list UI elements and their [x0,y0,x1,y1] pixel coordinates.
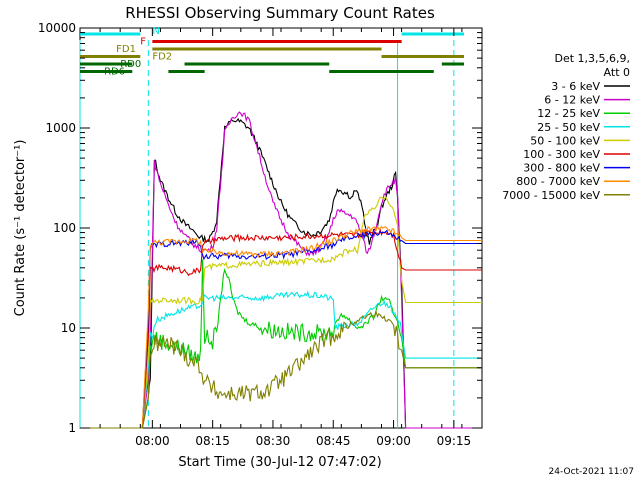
flag-label-rd6: RD6 [104,67,125,78]
series-line-4 [80,195,482,429]
y-tick-label: 100 [53,221,76,235]
x-tick-label: 08:00 [135,434,170,448]
y-tick-label: 10000 [38,21,76,35]
legend-label: 300 - 800 keV [523,162,600,175]
legend-label: 800 - 7000 keV [516,175,600,188]
legend-label: 100 - 300 keV [523,148,600,161]
legend-title-line-2: Att 0 [604,66,630,79]
legend-label: 6 - 12 keV [544,94,600,107]
legend-label: 7000 - 15000 keV [502,189,600,202]
series-line-3 [80,290,482,429]
flag-label-fd1: FD1 [116,44,136,55]
x-axis-label: Start Time (30-Jul-12 07:47:02) [178,455,381,470]
y-tick-label: 1000 [45,121,76,135]
series-line-6 [80,229,482,429]
series-line-5 [80,227,482,429]
legend-label: 3 - 6 keV [551,80,600,93]
x-tick-label: 09:00 [376,434,411,448]
series-line-1 [80,111,482,429]
footer-date: 24-Oct-2021 11:07 [549,467,634,477]
flag-label-fd2: FD2 [152,52,172,63]
x-tick-label: 08:30 [256,434,291,448]
flag-label-rd0: RD0 [120,59,141,70]
y-tick-label: 1 [68,421,76,435]
legend-label: 12 - 25 keV [537,107,600,120]
legend-label: 50 - 100 keV [530,134,600,147]
series-line-7 [80,224,482,429]
series-line-2 [80,259,482,429]
flag-label-n: N [152,26,159,37]
y-tick-label: 10 [61,321,76,335]
y-axis-label: Count Rate (s⁻¹ detector⁻¹) [13,140,28,317]
x-tick-label: 08:15 [195,434,230,448]
legend-title-line-1: Det 1,3,5,6,9, [554,52,630,65]
x-tick-label: 09:15 [437,434,472,448]
series-line-8 [80,309,482,429]
flag-label-f: F [140,37,146,48]
legend-label: 25 - 50 keV [537,121,600,134]
chart-title: RHESSI Observing Summary Count Rates [125,4,435,22]
x-tick-label: 08:45 [316,434,351,448]
